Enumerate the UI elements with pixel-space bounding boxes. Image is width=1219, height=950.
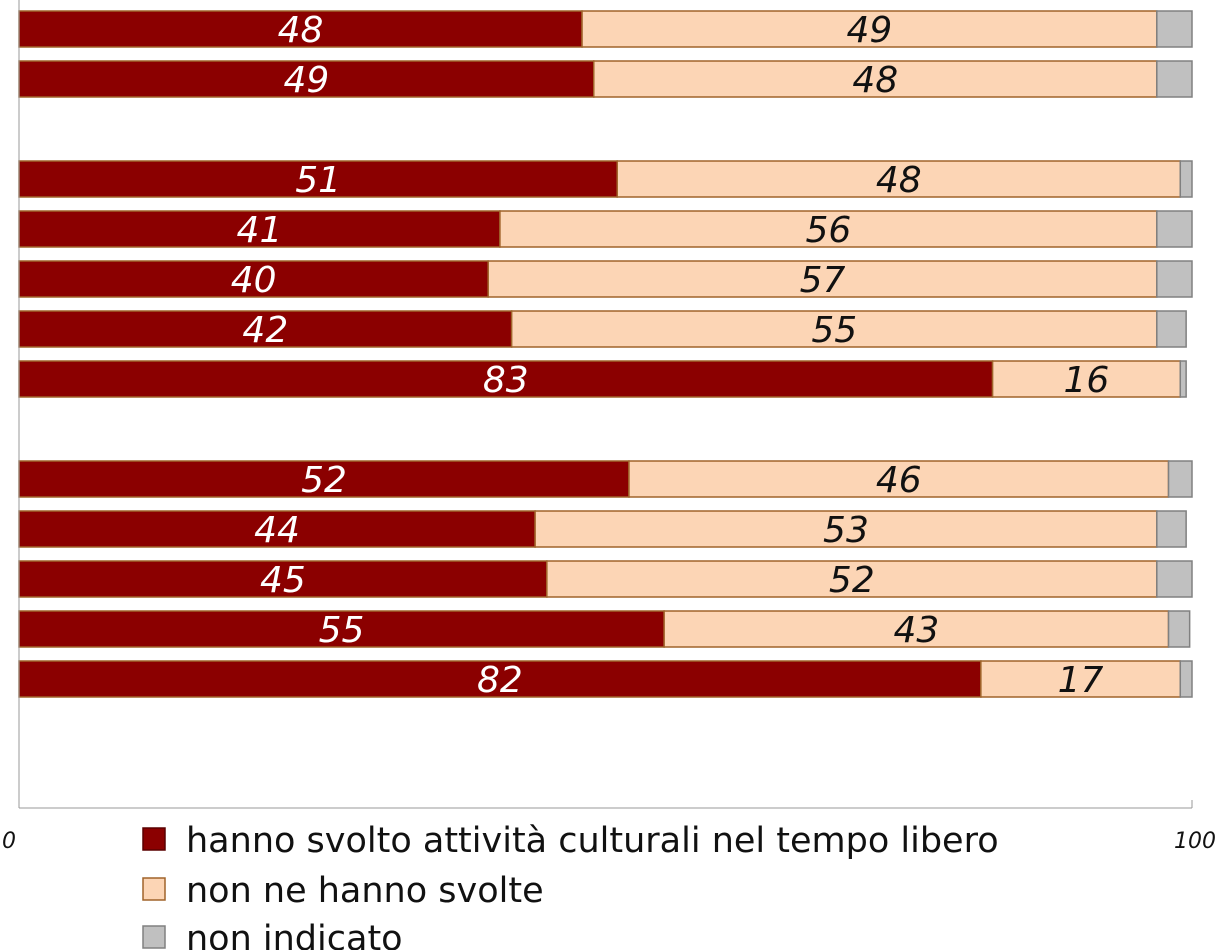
data-label-row-12-series-1: 82 [477,660,523,701]
x-tick-label-max: 100 [1174,829,1216,854]
bar-row-7-series-1 [18,360,994,398]
data-label-row-8-series-1: 52 [301,460,347,501]
bar-row-3-series-3 [1179,160,1193,198]
bar-row-11-series-1 [18,610,665,648]
data-label-row-11-series-2: 43 [893,610,939,651]
legend-swatch-non-indicato [142,925,166,949]
bar-row-9-series-3 [1156,510,1187,548]
bar-row-8-series-3 [1167,460,1193,498]
bar-row-7-series-2 [991,360,1182,398]
data-label-row-11-series-1: 55 [319,610,365,651]
data-label-row-4-series-2: 56 [805,210,851,251]
bars-layer [18,10,1193,698]
bar-row-11-series-2 [663,610,1170,648]
bar-row-4-series-2 [499,210,1158,248]
data-label-row-6-series-2: 55 [811,310,857,351]
bar-row-6-series-2 [510,310,1158,348]
bar-row-1-series-2 [581,10,1158,48]
data-label-row-3-series-1: 51 [295,160,341,201]
legend-label-hanno-svolto: hanno svolto attività culturali nel temp… [186,821,999,861]
data-label-row-6-series-1: 42 [242,310,288,351]
legend-swatch-non-ne-hanno-svolte [142,877,166,901]
bar-row-9-series-2 [534,510,1158,548]
data-label-row-5-series-2: 57 [800,260,846,301]
data-label-row-3-series-2: 48 [876,160,922,201]
bar-row-1-series-3 [1156,10,1193,48]
bar-row-10-series-1 [18,560,548,598]
bar-row-2-series-1 [18,60,595,98]
bar-row-3-series-1 [18,160,618,198]
data-label-row-8-series-2: 46 [876,460,922,501]
bar-row-4-series-3 [1156,210,1193,248]
legend: hanno svolto attività culturali nel temp… [142,821,999,950]
bar-row-11-series-3 [1167,610,1191,648]
data-label-row-9-series-1: 44 [254,510,300,551]
bar-row-2-series-3 [1156,60,1193,98]
data-label-row-2-series-1: 49 [283,60,329,101]
axis-layer: 0 100 [2,0,1216,854]
legend-swatch-hanno-svolto [142,827,166,851]
bar-row-4-series-1 [18,210,501,248]
data-label-row-7-series-1: 83 [483,360,529,401]
data-label-row-10-series-2: 52 [829,560,875,601]
bar-row-6-series-3 [1156,310,1187,348]
bar-row-10-series-2 [546,560,1158,598]
data-label-row-12-series-2: 17 [1058,660,1104,701]
data-labels-layer: 48 49 49 48 51 48 41 56 40 57 42 55 83 16 52 46 44 53 45 52… [231,10,1110,701]
data-label-row-2-series-2: 48 [852,60,898,101]
data-label-row-9-series-2: 53 [823,510,869,551]
bar-row-3-series-2 [616,160,1182,198]
bar-row-12-series-3 [1179,660,1193,698]
data-label-row-7-series-2: 16 [1064,360,1110,401]
bar-row-12-series-1 [18,660,982,698]
bar-row-10-series-3 [1156,560,1193,598]
legend-label-non-ne-hanno-svolte: non ne hanno svolte [186,871,544,911]
data-label-row-10-series-1: 45 [260,560,306,601]
bar-row-7-series-3 [1179,360,1187,398]
data-label-row-5-series-1: 40 [231,260,277,301]
data-label-row-4-series-1: 41 [237,210,283,251]
legend-label-non-indicato: non indicato [186,919,403,950]
bar-row-5-series-3 [1156,260,1193,298]
bar-row-5-series-2 [487,260,1158,298]
bar-row-1-series-1 [18,10,583,48]
bar-row-8-series-2 [628,460,1170,498]
data-label-row-1-series-1: 48 [278,10,324,51]
data-label-row-1-series-2: 49 [847,10,893,51]
x-tick-label-min: 0 [2,829,16,854]
